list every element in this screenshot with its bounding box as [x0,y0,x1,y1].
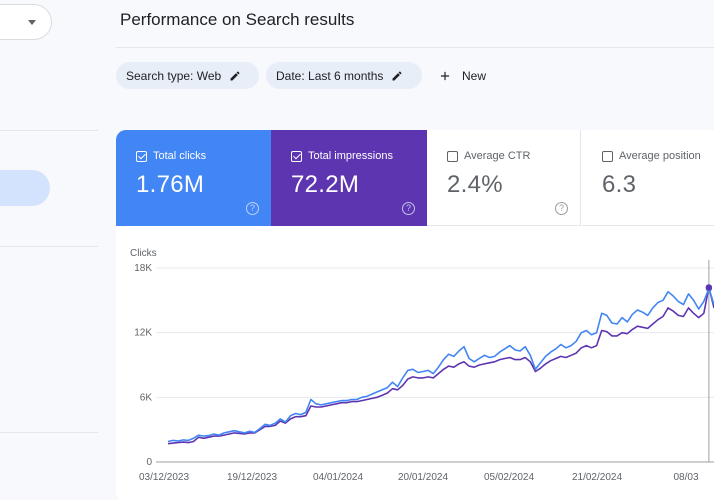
sidebar-divider [0,246,98,247]
hover-point [705,284,713,291]
y-tick-label: 6K [140,392,153,403]
checkbox-icon[interactable] [447,150,458,162]
checkbox-icon[interactable] [602,150,613,162]
y-axis-title: Clicks [130,248,157,259]
plus-icon [440,71,450,80]
checkbox-icon[interactable] [136,150,147,162]
metric-label: Average position [619,150,701,162]
metric-total-impressions[interactable]: Total impressions 72.2M ? [271,130,427,226]
performance-chart[interactable]: Clicks 0 6K 12K 18K 03/12/2023 19/12/2023 04/01… [116,226,714,500]
metric-value: 72.2M [291,171,360,198]
new-filter-button[interactable]: New [432,62,492,89]
y-tick-label: 18K [134,263,152,274]
header-divider [116,47,714,48]
chevron-down-icon[interactable] [28,20,36,25]
metric-total-clicks[interactable]: Total clicks 1.76M ? [116,130,271,226]
filter-chip-date[interactable]: Date: Last 6 months [266,62,422,89]
sidebar [0,0,98,500]
metric-average-position[interactable]: Average position 6.3 [582,130,714,226]
y-tick-label: 12K [134,328,152,339]
pencil-icon[interactable] [391,70,403,82]
chart-svg[interactable]: Clicks 0 6K 12K 18K 03/12/2023 19/12/2023 04/01… [116,226,714,500]
metric-label: Average CTR [464,150,531,162]
help-circle-icon[interactable]: ? [555,202,568,215]
filter-chip-search-type[interactable]: Search type: Web [116,62,259,89]
metric-value: 1.76M [136,171,205,198]
page-title: Performance on Search results [120,10,355,29]
sidebar-divider [0,130,98,131]
new-filter-label: New [462,68,487,83]
x-tick-label: 04/01/2024 [313,472,363,483]
help-circle-icon[interactable]: ? [402,202,415,215]
sidebar-item-performance[interactable] [0,170,50,206]
metric-label: Total impressions [308,150,393,162]
series-line [167,286,714,445]
property-selector[interactable] [0,4,52,40]
sidebar-divider [0,432,98,433]
checkbox-icon[interactable] [291,150,302,162]
x-tick-label: 03/12/2023 [139,472,189,483]
filter-chip-label: Search type: Web [126,68,222,83]
metric-value: 2.4% [447,171,503,198]
metric-average-ctr[interactable]: Average CTR 2.4% ? [427,130,581,226]
metric-value: 6.3 [602,171,637,198]
filter-chip-label: Date: Last 6 months [276,68,384,83]
x-tick-label: 21/02/2024 [572,472,622,483]
performance-card: Total clicks 1.76M ? Total impressions 7… [116,130,714,500]
series-line [167,287,714,443]
y-tick-label: 0 [146,457,152,468]
x-tick-label: 20/01/2024 [398,472,448,483]
help-circle-icon[interactable]: ? [246,202,259,215]
x-tick-label: 05/02/2024 [484,472,534,483]
pencil-icon[interactable] [229,70,241,82]
x-tick-label: 19/12/2023 [227,472,277,483]
metric-label: Total clicks [153,150,207,162]
x-tick-label: 08/03 [673,472,698,483]
